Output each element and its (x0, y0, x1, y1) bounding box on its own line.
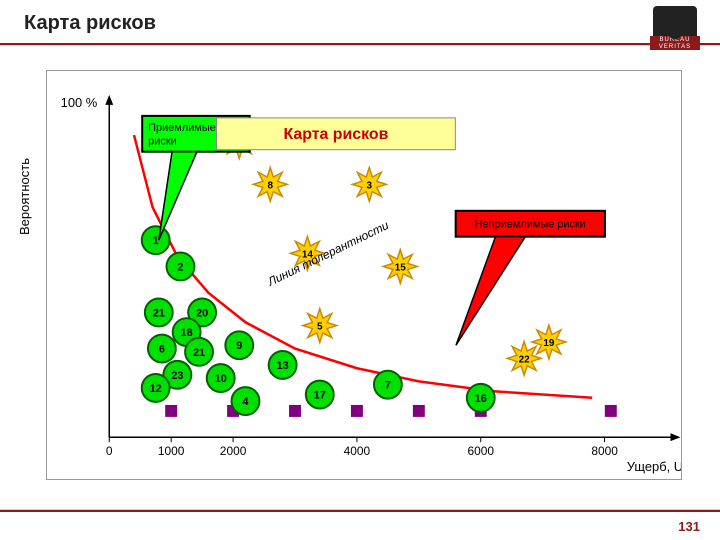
svg-text:2: 2 (177, 261, 183, 273)
svg-text:21: 21 (193, 347, 205, 359)
svg-text:Неприемлимые риски: Неприемлимые риски (475, 219, 586, 231)
svg-text:4000: 4000 (344, 444, 371, 458)
svg-text:7: 7 (385, 380, 391, 392)
svg-text:0: 0 (106, 444, 113, 458)
svg-text:23: 23 (171, 370, 183, 382)
svg-text:3: 3 (367, 180, 373, 191)
svg-text:17: 17 (314, 389, 326, 401)
svg-text:13: 13 (277, 360, 289, 372)
plot-svg: 100 %010002000400060008000Ущерб, USD1221… (47, 71, 681, 479)
svg-text:9: 9 (236, 340, 242, 352)
page-number: 131 (678, 519, 700, 534)
brand-logo: BUREAU VERITAS (650, 6, 700, 52)
svg-text:5: 5 (317, 322, 323, 333)
footer-divider-accent (0, 510, 720, 512)
svg-text:4: 4 (242, 396, 249, 408)
y-axis-label: Вероятность (17, 158, 32, 235)
svg-text:6000: 6000 (467, 444, 494, 458)
svg-text:21: 21 (153, 307, 165, 319)
svg-text:1000: 1000 (158, 444, 185, 458)
svg-text:15: 15 (395, 262, 407, 273)
svg-text:2000: 2000 (220, 444, 247, 458)
svg-text:100 %: 100 % (61, 95, 98, 110)
divider-thin (0, 45, 720, 46)
svg-text:18: 18 (181, 327, 193, 339)
svg-text:Приемлимые: Приемлимые (148, 122, 216, 134)
svg-text:22: 22 (519, 354, 531, 365)
svg-text:Карта рисков: Карта рисков (283, 126, 388, 143)
svg-text:20: 20 (196, 307, 208, 319)
svg-text:12: 12 (150, 383, 162, 395)
svg-text:1: 1 (153, 235, 159, 247)
svg-text:Линия толерантности: Линия толерантности (265, 218, 392, 289)
svg-text:8000: 8000 (591, 444, 618, 458)
svg-text:10: 10 (215, 373, 227, 385)
svg-text:19: 19 (543, 338, 555, 349)
svg-text:16: 16 (475, 393, 487, 405)
page-title: Карта рисков (24, 12, 696, 35)
svg-text:8: 8 (267, 180, 273, 191)
svg-text:6: 6 (159, 344, 165, 356)
svg-text:Ущерб, USD: Ущерб, USD (627, 459, 681, 474)
risk-map-chart: 100 %010002000400060008000Ущерб, USD1221… (46, 70, 682, 480)
svg-text:риски: риски (148, 136, 177, 148)
